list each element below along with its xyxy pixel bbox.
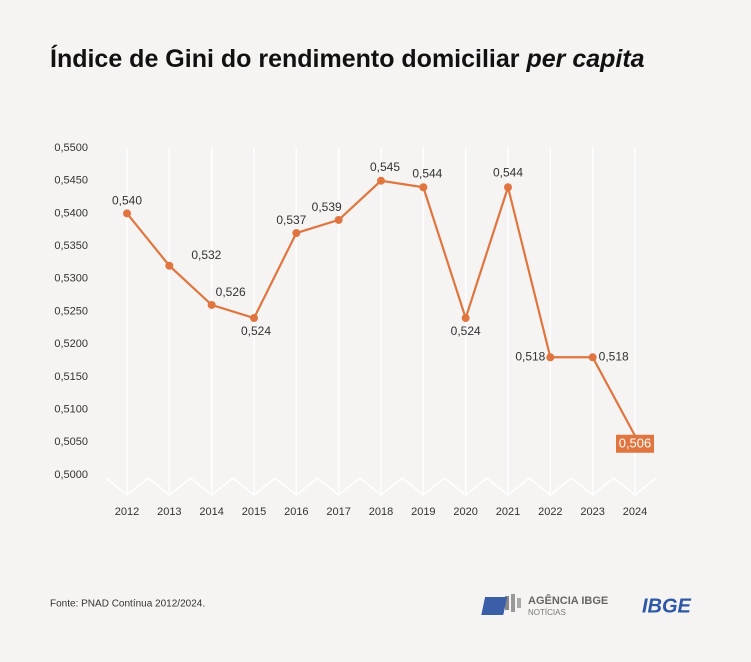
point bbox=[250, 314, 258, 323]
y-tick-label: 0,5450 bbox=[54, 175, 88, 187]
chart-title: Índice de Gini do rendimento domiciliar … bbox=[50, 44, 645, 73]
title-main: Índice de Gini do rendimento domiciliar bbox=[50, 44, 520, 73]
value-label: 0,524 bbox=[451, 324, 481, 338]
value-label: 0,524 bbox=[241, 324, 271, 338]
x-tick-label: 2023 bbox=[580, 506, 604, 518]
value-label: 0,537 bbox=[276, 213, 306, 227]
agency-sub: NOTÍCIAS bbox=[528, 608, 566, 617]
value-label: 0,544 bbox=[493, 165, 523, 179]
point bbox=[165, 261, 174, 270]
y-tick-label: 0,5350 bbox=[54, 240, 88, 252]
ibge-logo: IBGE bbox=[481, 595, 692, 617]
value-label: 0,506 bbox=[619, 436, 652, 451]
x-tick-label: 2014 bbox=[199, 506, 223, 518]
x-tick-label: 2020 bbox=[453, 506, 477, 518]
value-label: 0,518 bbox=[515, 349, 545, 363]
x-tick-label: 2024 bbox=[623, 506, 647, 518]
point bbox=[504, 183, 512, 192]
y-tick-label: 0,5150 bbox=[54, 371, 88, 383]
x-tick-label: 2012 bbox=[115, 506, 139, 518]
ibge-wordmark: IBGE bbox=[642, 595, 692, 617]
y-tick-label: 0,5000 bbox=[54, 469, 88, 481]
point bbox=[461, 314, 470, 323]
point bbox=[123, 209, 131, 218]
value-label: 0,539 bbox=[312, 200, 342, 214]
x-tick-label: 2022 bbox=[538, 506, 562, 518]
value-label: 0,532 bbox=[191, 248, 221, 262]
agency-logo: AGÊNCIA IBGE NOTÍCIAS bbox=[505, 594, 608, 617]
agency-name: AGÊNCIA IBGE bbox=[528, 594, 608, 607]
y-tick-label: 0,5100 bbox=[54, 404, 88, 416]
point bbox=[292, 229, 301, 238]
value-label: 0,526 bbox=[216, 285, 246, 299]
x-tick-label: 2015 bbox=[242, 506, 266, 518]
y-tick-label: 0,5300 bbox=[54, 273, 88, 285]
y-tick-label: 0,5500 bbox=[54, 142, 88, 154]
source-note: Fonte: PNAD Contínua 2012/2024. bbox=[50, 599, 205, 610]
grid-zigzag bbox=[105, 477, 657, 496]
point bbox=[419, 183, 428, 192]
x-tick-label: 2013 bbox=[157, 506, 181, 518]
point bbox=[207, 300, 216, 309]
value-label: 0,544 bbox=[412, 166, 442, 180]
y-tick-label: 0,5050 bbox=[54, 436, 88, 448]
x-tick-label: 2017 bbox=[326, 506, 350, 518]
x-tick-label: 2019 bbox=[411, 506, 435, 518]
point bbox=[334, 215, 343, 224]
y-tick-label: 0,5400 bbox=[54, 207, 88, 219]
value-label: 0,540 bbox=[112, 194, 142, 208]
title-emphasis: per capita bbox=[525, 45, 644, 73]
y-tick-label: 0,5250 bbox=[54, 305, 88, 317]
value-label: 0,545 bbox=[370, 160, 400, 174]
x-tick-label: 2018 bbox=[369, 506, 393, 518]
x-tick-label: 2016 bbox=[284, 506, 308, 518]
x-tick-label: 2021 bbox=[496, 506, 520, 518]
point bbox=[377, 176, 385, 185]
value-label-box bbox=[616, 434, 654, 453]
y-tick-label: 0,5200 bbox=[54, 338, 88, 350]
point bbox=[588, 353, 597, 362]
value-label: 0,518 bbox=[599, 349, 629, 363]
point bbox=[546, 353, 555, 362]
